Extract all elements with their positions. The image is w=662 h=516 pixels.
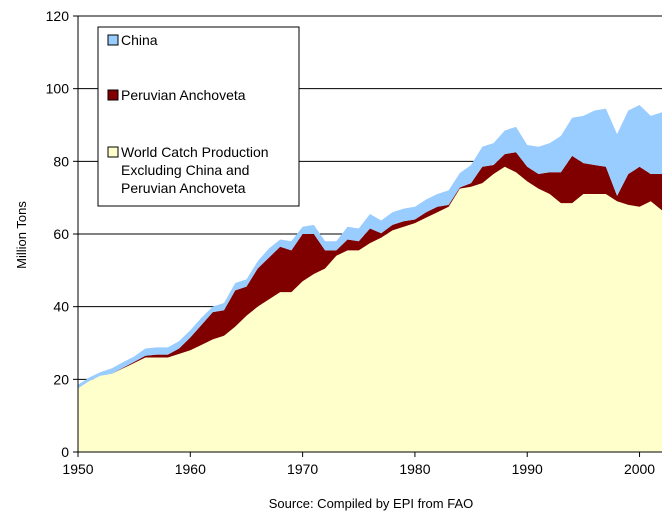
y-tick-label: 20 xyxy=(53,371,69,387)
x-tick-label: 2000 xyxy=(624,461,655,477)
y-tick-label: 120 xyxy=(46,8,70,24)
tick-labels: 0 20 40 60 80 100 120 1950 1960 1970 1980 1990 2000 xyxy=(46,8,656,477)
y-tick-label: 0 xyxy=(61,444,69,460)
y-tick-label: 40 xyxy=(53,299,69,315)
legend-label-china: China xyxy=(121,32,158,48)
legend-swatch-china xyxy=(107,34,119,46)
y-tick-label: 80 xyxy=(53,153,69,169)
x-axis-title: Source: Compiled by EPI from FAO xyxy=(269,496,473,511)
axes xyxy=(73,15,662,457)
legend-box xyxy=(97,26,300,207)
area-series-2 xyxy=(78,105,662,389)
x-tick-label: 1980 xyxy=(399,461,430,477)
legend-label-peruvian-anchoveta: Peruvian Anchoveta xyxy=(121,87,246,103)
legend-label-world-catch: World Catch Production Excluding China an… xyxy=(121,144,269,196)
y-axis-title: Million Tons xyxy=(14,201,29,269)
x-tick-label: 1970 xyxy=(287,461,318,477)
legend: China Peruvian Anchoveta World Catch Pro… xyxy=(97,26,300,207)
x-tick-label: 1990 xyxy=(512,461,543,477)
area-series-1 xyxy=(78,152,662,389)
area-series-0 xyxy=(78,166,662,452)
x-tick-label: 1960 xyxy=(175,461,206,477)
legend-swatch-peruvian-anchoveta xyxy=(107,89,119,101)
legend-swatch-world-catch xyxy=(107,146,119,158)
x-tick-label: 1950 xyxy=(62,461,93,477)
stacked-areas xyxy=(78,105,662,452)
y-tick-label: 100 xyxy=(46,81,70,97)
y-tick-label: 60 xyxy=(53,226,69,242)
